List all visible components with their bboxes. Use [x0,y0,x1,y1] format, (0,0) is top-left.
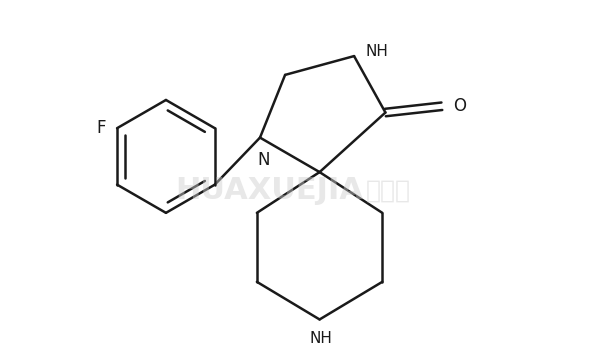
Text: 华学加: 华学加 [366,179,411,203]
Text: N: N [257,151,269,170]
Text: NH: NH [309,331,332,346]
Text: HUAXUEJIA: HUAXUEJIA [176,176,363,205]
Text: F: F [96,119,106,137]
Text: O: O [453,97,466,115]
Text: NH: NH [365,44,388,58]
